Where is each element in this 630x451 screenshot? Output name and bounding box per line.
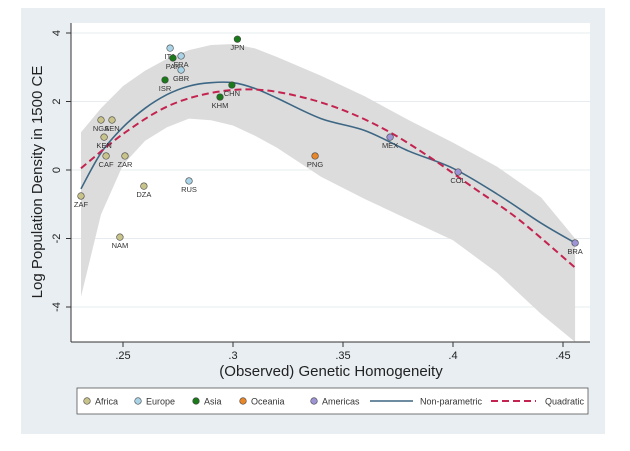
data-point-pak [169, 54, 177, 62]
data-point-gbr [177, 66, 185, 74]
point-label-zar: ZAR [117, 160, 133, 169]
point-label-pak: PAK [166, 62, 180, 71]
x-tick-label: .4 [448, 350, 457, 362]
nonparametric-fit-line [80, 81, 576, 244]
point-label-fra: FRA [174, 60, 189, 69]
point-label-mex: MEX [382, 141, 398, 150]
data-point-png [311, 152, 319, 160]
confidence-band-group [81, 44, 576, 342]
legend-label-oceania: Oceania [251, 397, 285, 407]
legend-marker-asia [192, 397, 200, 405]
data-point-zaf [77, 192, 85, 200]
data-point-khm [216, 93, 224, 101]
data-point-bra [571, 239, 579, 247]
legend-label-africa: Africa [95, 397, 118, 407]
x-axis-title: (Observed) Genetic Homogeneity [219, 363, 443, 380]
point-label-bra: BRA [567, 247, 582, 256]
legend-label-americas: Americas [322, 397, 360, 407]
point-label-rus: RUS [181, 185, 197, 194]
data-point-mex [386, 133, 394, 141]
data-point-ita [166, 44, 174, 52]
point-label-col: COL [450, 176, 465, 185]
y-tick-label: 2 [51, 98, 63, 104]
point-label-dza: DZA [136, 190, 151, 199]
data-point-jpn [233, 35, 241, 43]
data-point-ken [100, 133, 108, 141]
point-label-jpn: JPN [230, 43, 244, 52]
point-label-chn: CHN [224, 89, 240, 98]
y-tick-label: 0 [51, 167, 63, 173]
y-tick-label: -4 [51, 302, 63, 312]
point-label-caf: CAF [99, 160, 114, 169]
data-point-zar [121, 152, 129, 160]
data-point-rus [185, 177, 193, 185]
point-label-zaf: ZAF [74, 200, 89, 209]
legend: Africa Europe Asia Oceania Americas Non-param… [76, 387, 589, 415]
x-tick-label: .45 [555, 350, 570, 362]
y-axis-title: Log Population Density in 1500 CE [29, 66, 46, 299]
quadratic-fit-line [80, 88, 576, 269]
data-point-caf [102, 152, 110, 160]
x-tick-label: .35 [335, 350, 350, 362]
y-tick-label: -2 [51, 234, 63, 244]
data-point-col [454, 168, 462, 176]
axes: 4 2 0 -2 -4 .25 .3 .35 .4 .45 [51, 23, 590, 362]
point-label-isr: ISR [159, 84, 172, 93]
legend-label-nonparametric: Non-parametric [420, 397, 483, 407]
point-label-ken: KEN [96, 141, 111, 150]
point-label-gbr: GBR [173, 74, 190, 83]
legend-marker-oceania [239, 397, 247, 405]
legend-label-europe: Europe [146, 397, 175, 407]
data-point-nga [97, 116, 105, 124]
point-label-sen: SEN [104, 124, 119, 133]
point-label-nam: NAM [112, 241, 129, 250]
data-point-sen [108, 116, 116, 124]
data-points: JPNITAPAKFRAGBRISRCHNKHMNGASENKENCAFZARZ… [74, 35, 583, 256]
point-label-nga: NGA [93, 124, 109, 133]
point-label-khm: KHM [212, 101, 229, 110]
legend-marker-africa [83, 397, 91, 405]
fit-lines [80, 81, 576, 269]
data-point-fra [177, 52, 185, 60]
x-tick-label: .3 [228, 350, 237, 362]
legend-marker-europe [134, 397, 142, 405]
confidence-band [81, 44, 576, 342]
data-point-isr [161, 76, 169, 84]
y-tick-label: 4 [51, 30, 63, 36]
point-label-png: PNG [307, 160, 323, 169]
legend-label-asia: Asia [204, 397, 222, 407]
data-point-nam [116, 233, 124, 241]
data-point-chn [228, 81, 236, 89]
legend-marker-americas [310, 397, 318, 405]
legend-label-quadratic: Quadratic [545, 397, 585, 407]
x-tick-label: .25 [115, 350, 130, 362]
data-point-dza [140, 182, 148, 190]
